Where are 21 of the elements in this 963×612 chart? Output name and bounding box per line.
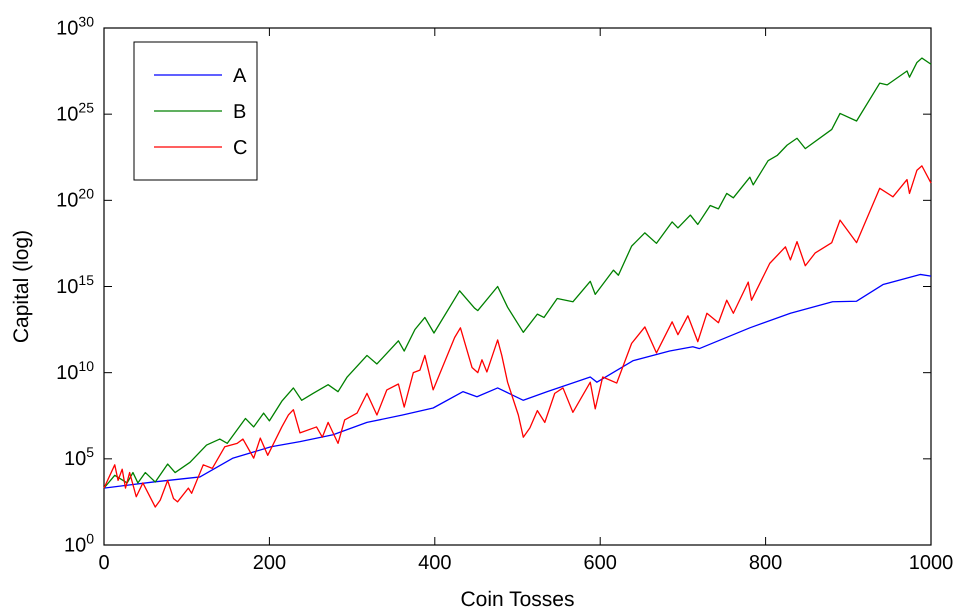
y-axis-title: Capital (log): [10, 230, 33, 344]
legend-label: A: [233, 65, 247, 87]
y-tick-label: 10$^{10}$: [56, 358, 94, 384]
line-series: [103, 57, 932, 489]
y-tick-label: 10$^{25}$: [56, 100, 94, 126]
y-tick-label: 10$^{20}$: [56, 186, 94, 212]
x-axis-title: Coin Tosses: [460, 588, 575, 611]
line-series: [103, 274, 932, 489]
y-tick-label: 10$^{15}$: [56, 272, 94, 298]
x-tick-label: 1000: [908, 552, 954, 574]
x-tick-label: 800: [748, 552, 782, 574]
legend-label: B: [233, 101, 246, 123]
y-tick-label: 10$^{30}$: [56, 13, 94, 40]
legend-label: C: [233, 137, 248, 159]
y-tick-label: 10$^{5}$: [64, 444, 94, 470]
x-tick-label: 200: [252, 552, 286, 574]
x-tick-label: 400: [418, 552, 452, 574]
y-tick-label: 10$^{0}$: [64, 530, 94, 556]
x-tick-label: 0: [98, 552, 110, 574]
line-series: [103, 165, 932, 508]
x-tick-label: 600: [584, 552, 617, 574]
